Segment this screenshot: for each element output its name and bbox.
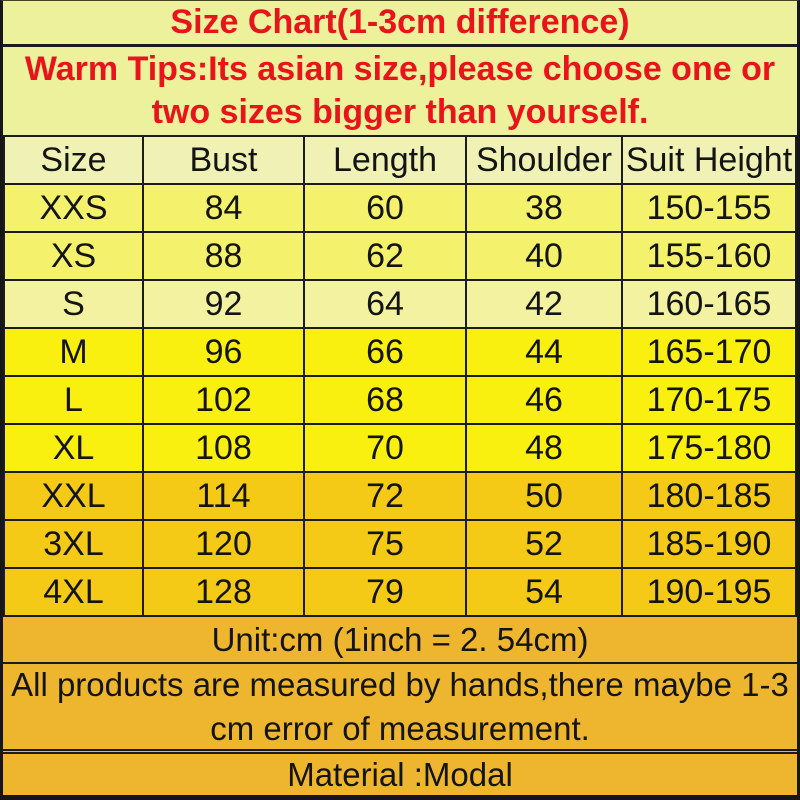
col-header-size: Size xyxy=(3,135,144,185)
table-cell: XXS xyxy=(3,183,144,233)
table-cell: 96 xyxy=(142,327,305,377)
table-cell: 40 xyxy=(465,231,623,281)
table-row-l: L 102 68 46 170-175 xyxy=(3,375,797,425)
measurement-note: All products are measured by hands,there… xyxy=(3,664,797,754)
table-cell: 180-185 xyxy=(621,471,797,521)
table-cell: 52 xyxy=(465,519,623,569)
warm-tips-note: Warm Tips:Its asian size,please choose o… xyxy=(3,47,797,135)
table-cell: 170-175 xyxy=(621,375,797,425)
table-row-xxs: XXS 84 60 38 150-155 xyxy=(3,183,797,233)
size-chart-title: Size Chart(1-3cm difference) xyxy=(3,1,797,47)
col-header-suit-height: Suit Height xyxy=(621,135,797,185)
table-row-xs: XS 88 62 40 155-160 xyxy=(3,231,797,281)
table-cell: XL xyxy=(3,423,144,473)
table-header-row: Size Bust Length Shoulder Suit Height xyxy=(3,135,797,185)
col-header-length: Length xyxy=(303,135,467,185)
table-cell: 114 xyxy=(142,471,305,521)
table-cell: 128 xyxy=(142,567,305,617)
col-header-bust: Bust xyxy=(142,135,305,185)
table-cell: 42 xyxy=(465,279,623,329)
table-cell: XS xyxy=(3,231,144,281)
table-row-m: M 96 66 44 165-170 xyxy=(3,327,797,377)
table-cell: 75 xyxy=(303,519,467,569)
table-row-xl: XL 108 70 48 175-180 xyxy=(3,423,797,473)
table-cell: 155-160 xyxy=(621,231,797,281)
table-cell: 38 xyxy=(465,183,623,233)
size-table: Size Bust Length Shoulder Suit Height XX… xyxy=(3,135,797,617)
table-cell: 62 xyxy=(303,231,467,281)
table-cell: 64 xyxy=(303,279,467,329)
table-cell: 108 xyxy=(142,423,305,473)
table-cell: 185-190 xyxy=(621,519,797,569)
table-cell: 120 xyxy=(142,519,305,569)
table-cell: 66 xyxy=(303,327,467,377)
table-cell: 92 xyxy=(142,279,305,329)
table-cell: 79 xyxy=(303,567,467,617)
table-cell: 4XL xyxy=(3,567,144,617)
table-cell: M xyxy=(3,327,144,377)
table-row-3xl: 3XL 120 75 52 185-190 xyxy=(3,519,797,569)
table-cell: 68 xyxy=(303,375,467,425)
table-cell: 3XL xyxy=(3,519,144,569)
table-cell: 160-165 xyxy=(621,279,797,329)
table-cell: 175-180 xyxy=(621,423,797,473)
table-cell: XXL xyxy=(3,471,144,521)
table-cell: 150-155 xyxy=(621,183,797,233)
table-cell: 44 xyxy=(465,327,623,377)
table-cell: L xyxy=(3,375,144,425)
table-row-s: S 92 64 42 160-165 xyxy=(3,279,797,329)
table-cell: 46 xyxy=(465,375,623,425)
table-row-xxl: XXL 114 72 50 180-185 xyxy=(3,471,797,521)
table-cell: 84 xyxy=(142,183,305,233)
table-cell: 102 xyxy=(142,375,305,425)
col-header-shoulder: Shoulder xyxy=(465,135,623,185)
table-cell: 50 xyxy=(465,471,623,521)
table-cell: 165-170 xyxy=(621,327,797,377)
table-cell: 190-195 xyxy=(621,567,797,617)
unit-note: Unit:cm (1inch = 2. 54cm) xyxy=(3,617,797,664)
table-cell: 60 xyxy=(303,183,467,233)
table-row-4xl: 4XL 128 79 54 190-195 xyxy=(3,567,797,617)
table-cell: 72 xyxy=(303,471,467,521)
table-cell: 70 xyxy=(303,423,467,473)
table-cell: S xyxy=(3,279,144,329)
table-cell: 54 xyxy=(465,567,623,617)
material-note: Material :Modal xyxy=(3,754,797,795)
table-cell: 48 xyxy=(465,423,623,473)
table-cell: 88 xyxy=(142,231,305,281)
